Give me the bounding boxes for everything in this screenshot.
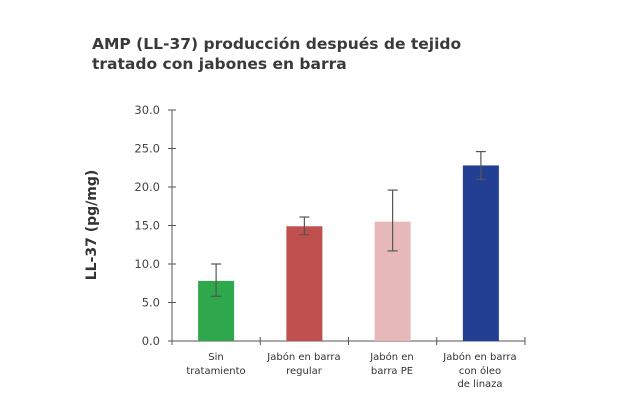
y-tick-label: 0.0 [142, 334, 160, 348]
category-label: Jabón en barra con óleo de linaza [443, 352, 517, 390]
y-tick-label: 10.0 [134, 257, 160, 271]
bar [286, 226, 323, 341]
y-tick-label: 25.0 [134, 142, 160, 156]
category-label: Sin tratamiento [186, 352, 246, 377]
y-tick-label: 15.0 [134, 219, 160, 233]
y-tick-label: 20.0 [134, 180, 160, 194]
bar [462, 165, 499, 341]
y-tick-label: 5.0 [142, 296, 160, 310]
category-label: Jabón en barra PE [370, 352, 414, 377]
chart-title: AMP (LL-37) producción después de tejido… [92, 35, 462, 73]
category-label: Jabón en barra regular [267, 352, 341, 377]
y-tick-label: 30.0 [134, 103, 160, 117]
